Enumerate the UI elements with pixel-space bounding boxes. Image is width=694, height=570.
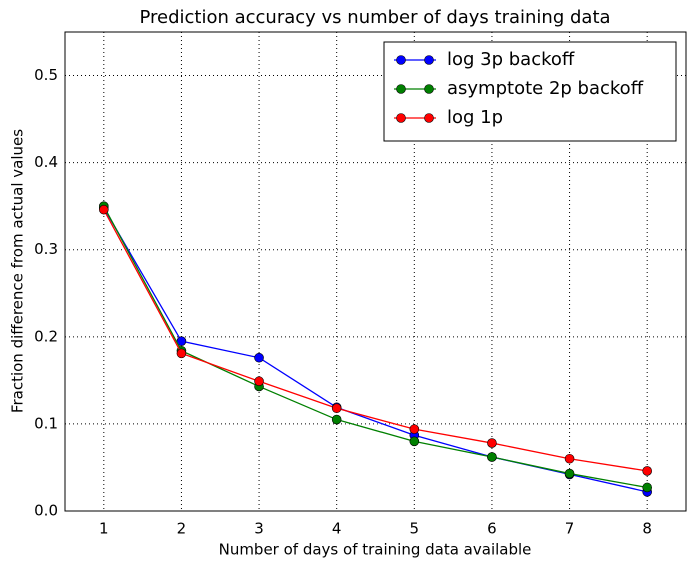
legend-marker [396,113,406,123]
data-point [409,424,420,434]
y-tick-label: 0.4 [34,153,58,171]
y-tick-label: 0.2 [34,327,58,345]
data-point [487,452,497,462]
series-line [103,205,648,489]
legend-marker [396,84,406,94]
y-tick-label: 0.5 [34,66,58,84]
data-point [331,403,342,414]
x-tick-label: 1 [99,520,109,538]
data-point [564,468,575,479]
x-tick-label: 7 [565,520,575,538]
y-tick-label: 0.1 [34,414,58,432]
legend-marker [424,55,434,65]
legend-marker [424,84,434,94]
legend-label: asymptote 2p backoff [447,78,644,99]
chart-title: Prediction accuracy vs number of days tr… [139,7,610,28]
legend-marker [396,55,406,65]
x-tick-label: 6 [487,520,497,538]
data-point [254,352,264,363]
y-tick-label: 0.0 [34,502,58,520]
x-tick-label: 8 [642,520,652,538]
plot-frame [64,31,687,512]
data-point [409,436,420,447]
data-point [99,204,109,215]
x-tick-label: 2 [177,520,187,538]
series-line [103,209,648,472]
x-tick-label: 3 [254,520,264,538]
data-point [642,466,652,476]
x-tick-label: 5 [410,520,420,538]
series-line [103,207,648,493]
data-point [254,376,264,387]
y-tick-label: 0.3 [34,240,58,258]
data-point [564,453,575,464]
data-point [176,348,187,359]
x-axis-label: Number of days of training data availabl… [219,541,532,559]
legend-marker [424,113,434,123]
legend-label: log 3p backoff [447,49,575,70]
data-point [487,438,497,448]
y-axis-label: Fraction difference from actual values [9,129,27,413]
x-tick-label: 4 [332,520,342,538]
data-point [331,414,342,425]
legend-label: log 1p [447,107,503,128]
data-point [642,482,652,493]
